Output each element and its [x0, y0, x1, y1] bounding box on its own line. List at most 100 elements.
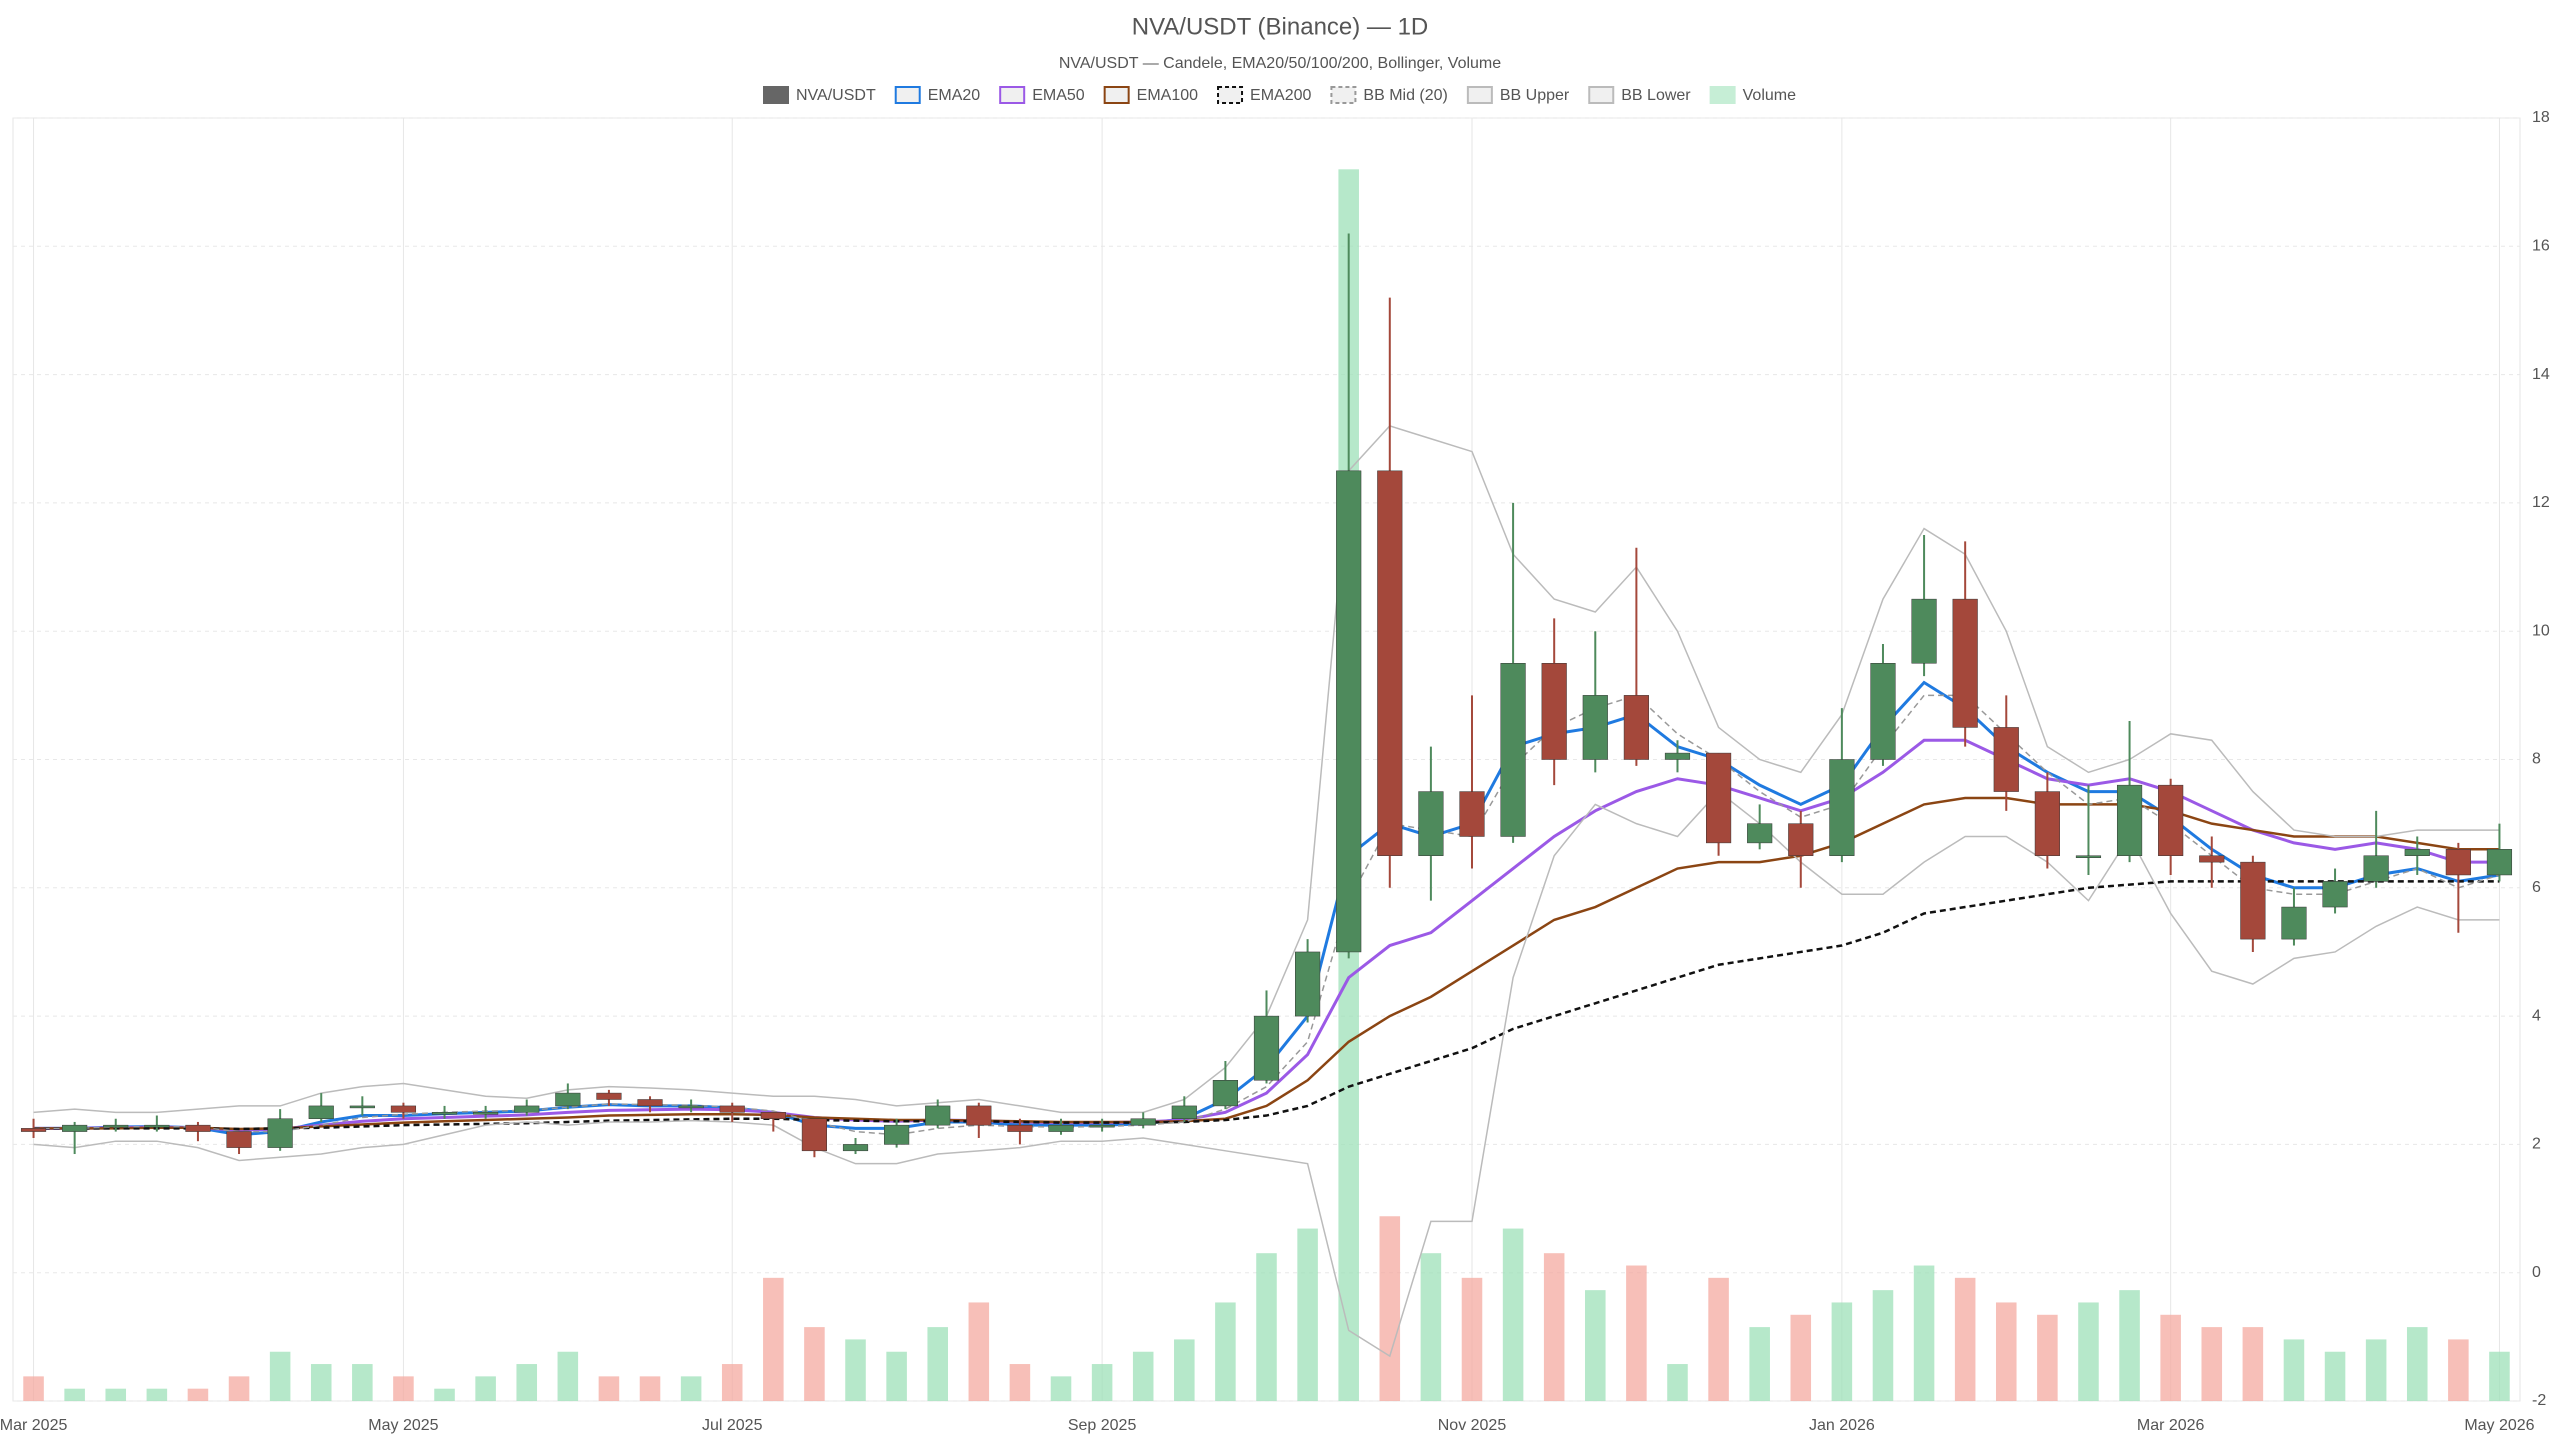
volume-bar [1379, 1216, 1401, 1401]
candle-body [514, 1105, 540, 1113]
volume-bar [269, 1351, 291, 1401]
volume-bar [1872, 1290, 1894, 1401]
candle-body [1459, 791, 1485, 837]
candle-body [2240, 861, 2266, 940]
legend-swatch [1709, 86, 1736, 104]
candle-body [1993, 727, 2019, 792]
x-tick-label: Mar 2026 [2137, 1417, 2205, 1434]
candle-body [1336, 470, 1362, 953]
legend-swatch [1588, 86, 1615, 104]
legend: NVA/USDT EMA20 EMA50 EMA100 EMA200 BB Mid (20… [763, 86, 1796, 104]
volume-bar [2365, 1339, 2387, 1401]
overlay-line [33, 880, 2500, 1131]
candle-body [842, 1144, 869, 1152]
candle-body [2116, 784, 2143, 856]
volume-bar [475, 1376, 496, 1401]
legend-label: EMA20 [928, 87, 981, 104]
candle-body [62, 1124, 88, 1132]
candle-body [2322, 881, 2348, 908]
x-tick-label: Jul 2025 [702, 1417, 763, 1434]
volume-bar [1174, 1339, 1195, 1401]
volume-bar [2448, 1339, 2469, 1401]
candle-body [925, 1105, 951, 1126]
volume-bar [2037, 1314, 2058, 1401]
candle-body [678, 1105, 704, 1109]
volume-bar [2078, 1302, 2099, 1401]
candle-body [2486, 849, 2513, 876]
volume-bar [1543, 1253, 1565, 1401]
volume-bar [1050, 1376, 1072, 1401]
volume-bar [64, 1388, 85, 1401]
overlay-line [33, 790, 2500, 1358]
volume-bar [393, 1376, 414, 1401]
volume-bar [639, 1376, 661, 1401]
candle-body [308, 1105, 334, 1119]
legend-label: EMA200 [1250, 87, 1311, 104]
volume-bar [557, 1351, 579, 1401]
x-tick-label: May 2026 [2464, 1417, 2534, 1434]
x-tick-label: Nov 2025 [1438, 1417, 1507, 1434]
candle-body [1829, 759, 1855, 856]
candle-body [1418, 791, 1444, 856]
candle-body [1007, 1124, 1033, 1132]
x-tick-label: Jan 2026 [1809, 1417, 1875, 1434]
chart-title: NVA/USDT (Binance) — 1D [1132, 13, 1429, 40]
y-tick-label: 6 [2532, 879, 2541, 896]
y-tick-label: 8 [2532, 751, 2541, 768]
volume-bar [516, 1364, 538, 1401]
volume-bar [1132, 1351, 1154, 1401]
volume-bar [228, 1376, 250, 1401]
candle-body [1171, 1105, 1197, 1119]
volume-bar [1913, 1265, 1935, 1401]
volume-bar [1461, 1277, 1483, 1401]
volume-bar [886, 1351, 907, 1401]
candle-body [473, 1112, 499, 1115]
volume-bar [1091, 1364, 1113, 1401]
volume-bar [1995, 1302, 2017, 1401]
volume-bar [187, 1388, 209, 1401]
candle-body [2075, 855, 2102, 858]
candle-body [2363, 855, 2389, 882]
legend-label: EMA100 [1137, 87, 1198, 104]
y-tick-label: 2 [2532, 1136, 2541, 1153]
volume-bar [1215, 1302, 1236, 1401]
candle-body [1952, 598, 1978, 728]
y-tick-label: -2 [2532, 1392, 2546, 1409]
volume-bar [2489, 1351, 2510, 1401]
volume-bar [1502, 1228, 1524, 1401]
volume-bar [1256, 1253, 1277, 1401]
volume-bar [680, 1376, 702, 1401]
volume-bar [146, 1388, 168, 1401]
x-tick-label: Mar 2025 [0, 1417, 67, 1434]
y-tick-label: 0 [2532, 1264, 2541, 1281]
candle-body [267, 1118, 293, 1148]
candle-body [966, 1105, 992, 1126]
x-tick-label: Sep 2025 [1068, 1417, 1137, 1434]
candle-body [431, 1112, 458, 1115]
volume-bar [352, 1364, 373, 1401]
legend-swatch [894, 86, 921, 104]
volume-bar [763, 1277, 784, 1401]
candle-body [226, 1131, 252, 1148]
candle-body [719, 1105, 745, 1113]
legend-label: NVA/USDT [796, 87, 876, 104]
candle-body [760, 1112, 786, 1119]
volume-bar [1009, 1364, 1031, 1401]
candle-body [1870, 663, 1896, 760]
volume-bar [2201, 1327, 2223, 1401]
candle-body [2199, 855, 2225, 863]
candle-body [2445, 849, 2471, 876]
y-tick-label: 4 [2532, 1007, 2541, 1024]
volume-bar [845, 1339, 866, 1401]
volume-bar [1708, 1277, 1729, 1401]
candle-body [1706, 752, 1732, 844]
candle-body [884, 1124, 910, 1145]
candle-body [1500, 663, 1526, 837]
volume-bar [2324, 1351, 2346, 1401]
x-tick-label: May 2025 [368, 1417, 438, 1434]
legend-swatch [1217, 86, 1244, 104]
chart-subtitle: NVA/USDT — Candele, EMA20/50/100/200, Bo… [1059, 55, 1501, 72]
candle-body [185, 1124, 211, 1132]
